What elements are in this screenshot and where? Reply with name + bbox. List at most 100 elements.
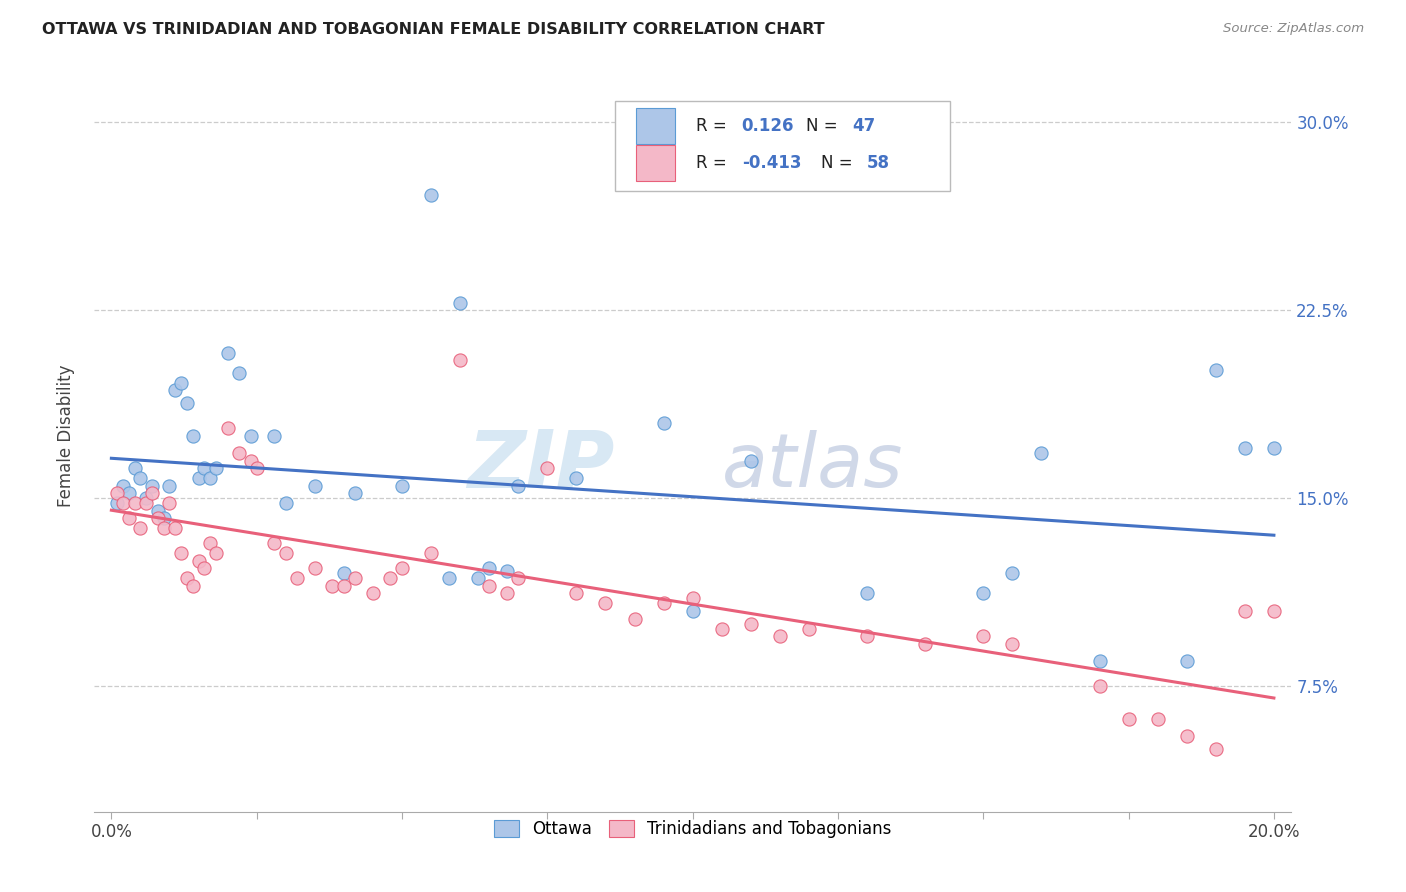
Text: 47: 47	[852, 117, 875, 135]
Point	[246, 461, 269, 475]
Point	[333, 566, 356, 581]
Point	[165, 521, 187, 535]
Point	[1175, 654, 1198, 668]
Point	[170, 376, 193, 390]
Point	[228, 446, 250, 460]
Y-axis label: Female Disability: Female Disability	[58, 364, 75, 507]
Point	[1263, 441, 1285, 455]
Point	[217, 421, 239, 435]
Point	[159, 478, 181, 492]
Point	[595, 597, 617, 611]
Point	[1001, 637, 1024, 651]
Point	[495, 564, 517, 578]
Point	[141, 486, 163, 500]
Point	[437, 571, 460, 585]
Point	[124, 496, 146, 510]
Point	[344, 486, 367, 500]
Point	[124, 461, 146, 475]
Point	[420, 546, 443, 560]
Point	[333, 579, 356, 593]
Point	[1088, 679, 1111, 693]
Point	[105, 486, 128, 500]
Point	[565, 471, 588, 485]
Point	[170, 546, 193, 560]
Point	[769, 629, 792, 643]
Point	[105, 496, 128, 510]
Point	[1233, 604, 1256, 618]
Point	[1088, 654, 1111, 668]
Point	[1175, 729, 1198, 743]
Text: atlas: atlas	[721, 430, 903, 501]
Point	[176, 396, 198, 410]
Point	[682, 591, 704, 606]
Point	[380, 571, 402, 585]
Point	[165, 384, 187, 398]
Text: 0.126: 0.126	[742, 117, 794, 135]
Point	[1233, 441, 1256, 455]
Point	[420, 188, 443, 202]
Point	[508, 478, 530, 492]
Point	[652, 416, 675, 430]
Point	[623, 611, 645, 625]
Point	[972, 586, 994, 600]
Point	[449, 353, 471, 368]
Point	[111, 478, 134, 492]
Point	[205, 461, 228, 475]
Point	[152, 511, 174, 525]
Text: 58: 58	[866, 154, 889, 172]
Point	[129, 471, 152, 485]
Point	[1146, 712, 1168, 726]
Point	[1118, 712, 1140, 726]
Point	[304, 478, 326, 492]
Point	[508, 571, 530, 585]
Text: N =: N =	[821, 154, 858, 172]
Point	[181, 428, 204, 442]
Point	[740, 453, 762, 467]
Point	[682, 604, 704, 618]
Text: OTTAWA VS TRINIDADIAN AND TOBAGONIAN FEMALE DISABILITY CORRELATION CHART: OTTAWA VS TRINIDADIAN AND TOBAGONIAN FEM…	[42, 22, 825, 37]
Point	[321, 579, 343, 593]
Point	[344, 571, 367, 585]
Point	[135, 496, 157, 510]
Point	[146, 511, 169, 525]
Point	[449, 295, 471, 310]
Point	[263, 428, 285, 442]
Point	[304, 561, 326, 575]
Point	[159, 496, 181, 510]
Point	[193, 461, 215, 475]
Point	[495, 586, 517, 600]
Point	[1263, 604, 1285, 618]
Point	[141, 478, 163, 492]
Text: Source: ZipAtlas.com: Source: ZipAtlas.com	[1223, 22, 1364, 36]
Point	[176, 571, 198, 585]
Point	[274, 496, 297, 510]
Bar	[637, 108, 675, 144]
Point	[228, 366, 250, 380]
Point	[478, 561, 501, 575]
Point	[152, 521, 174, 535]
Point	[198, 536, 221, 550]
Legend: Ottawa, Trinidadians and Tobagonians: Ottawa, Trinidadians and Tobagonians	[486, 813, 898, 845]
Point	[1001, 566, 1024, 581]
Point	[856, 629, 879, 643]
Point	[181, 579, 204, 593]
Point	[1205, 742, 1227, 756]
Point	[118, 486, 141, 500]
Point	[146, 504, 169, 518]
Point	[740, 616, 762, 631]
Point	[536, 461, 558, 475]
Point	[652, 597, 675, 611]
Point	[205, 546, 228, 560]
Point	[198, 471, 221, 485]
Text: N =: N =	[807, 117, 844, 135]
Point	[135, 491, 157, 506]
Point	[187, 554, 209, 568]
Point	[565, 586, 588, 600]
Text: -0.413: -0.413	[742, 154, 801, 172]
Point	[187, 471, 209, 485]
Point	[1205, 363, 1227, 377]
Point	[972, 629, 994, 643]
Point	[263, 536, 285, 550]
Point	[391, 478, 413, 492]
Point	[239, 453, 262, 467]
